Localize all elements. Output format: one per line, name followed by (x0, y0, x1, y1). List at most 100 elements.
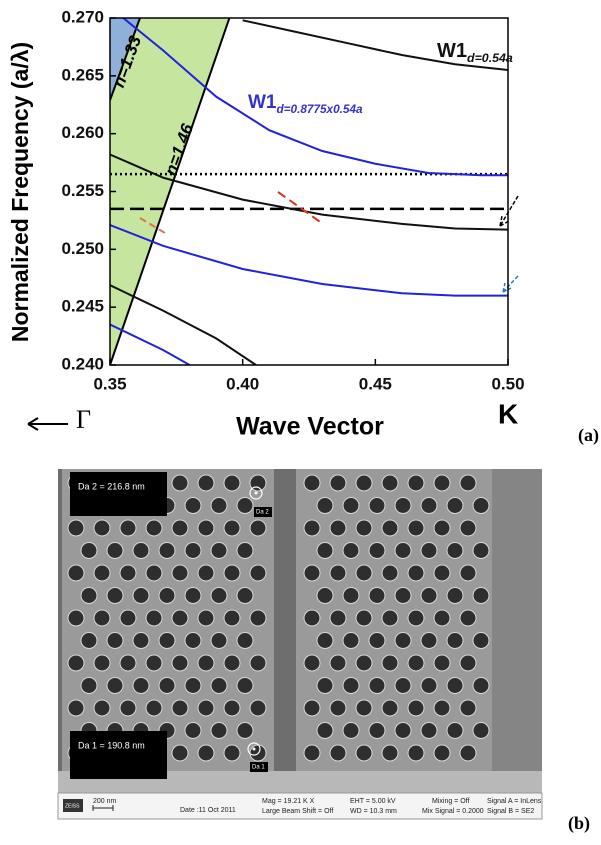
hole (369, 498, 385, 513)
hole (304, 655, 320, 671)
info-text: Mag = 19.21 K X (262, 798, 315, 805)
hole (421, 588, 437, 603)
hole (185, 633, 201, 648)
hole (434, 520, 450, 536)
hole (408, 745, 424, 761)
hole (237, 588, 253, 603)
info-text: WD = 10.3 mm (350, 808, 397, 815)
hole (447, 588, 463, 603)
hole (421, 498, 437, 513)
hole (94, 700, 110, 716)
hole (395, 498, 411, 513)
hole (159, 678, 175, 693)
hole (120, 655, 136, 671)
hole (81, 633, 97, 648)
hole (356, 565, 372, 581)
hole (369, 543, 385, 558)
info-text: Signal A = InLens (487, 798, 542, 805)
substrate (58, 771, 542, 793)
info-text: Large Beam Shift = Off (262, 808, 333, 815)
hole (211, 723, 227, 738)
gamma-arrow (27, 417, 68, 431)
hole (330, 700, 346, 716)
hole (434, 655, 450, 671)
hole (382, 520, 398, 536)
sem-image: Da 2 = 216.8 nm Da 1 = 190.8 nm Da 2 Da 1 ZE… (57, 469, 543, 820)
marker (249, 486, 263, 500)
hole (304, 745, 320, 761)
hole (120, 565, 136, 581)
info-text: Mixing = Off (432, 798, 469, 805)
hole (330, 610, 346, 626)
hole (94, 655, 110, 671)
hole (460, 745, 476, 761)
hole (198, 700, 214, 716)
hole (94, 565, 110, 581)
hole (198, 565, 214, 581)
hole (237, 633, 253, 648)
marker-label: Da 2 (256, 510, 269, 516)
x-end-label: K (498, 398, 518, 429)
hole (408, 520, 424, 536)
hole (421, 543, 437, 558)
hole (185, 678, 201, 693)
hole (172, 475, 188, 491)
hole (382, 565, 398, 581)
y-tick-label: 0.255 (61, 181, 104, 200)
right-region (492, 469, 542, 793)
hole (382, 475, 398, 491)
hole (460, 565, 476, 581)
hole (330, 520, 346, 536)
curve-label-sub: d=0.54a (467, 51, 513, 65)
hole (172, 655, 188, 671)
hole (237, 498, 253, 513)
info-text: Date :11 Oct 2011 (180, 807, 236, 814)
x-end-label: Γ (76, 405, 91, 434)
hole (250, 700, 266, 716)
x-tick-label: 0.40 (226, 374, 259, 393)
hole (421, 633, 437, 648)
measure-text: Da 2 = 216.8 nm (78, 481, 145, 491)
hole (343, 543, 359, 558)
hole (68, 565, 84, 581)
hole (356, 745, 372, 761)
band-curve (110, 323, 191, 365)
hole (185, 723, 201, 738)
hole (146, 610, 162, 626)
hole (146, 520, 162, 536)
hole (304, 565, 320, 581)
x-tick-label: 0.35 (93, 374, 126, 393)
hole (395, 633, 411, 648)
hole (198, 745, 214, 761)
y-axis-title: Normalized Frequency (a/λ) (7, 42, 33, 342)
hole (211, 633, 227, 648)
y-tick-label: 0.260 (61, 123, 104, 142)
y-tick-label: 0.245 (61, 297, 104, 316)
marker-dot (252, 747, 256, 751)
hole (120, 610, 136, 626)
hole (408, 565, 424, 581)
hole (224, 520, 240, 536)
hole (343, 678, 359, 693)
hole (460, 655, 476, 671)
hole (107, 543, 123, 558)
hole (198, 475, 214, 491)
marker (247, 742, 261, 756)
arrow (502, 275, 519, 293)
hole (172, 610, 188, 626)
hole (107, 588, 123, 603)
hole (304, 610, 320, 626)
plot-area (110, 18, 508, 365)
x-tick-label: 0.45 (359, 374, 392, 393)
hole (421, 678, 437, 693)
hole (304, 520, 320, 536)
hole (408, 655, 424, 671)
hole (172, 565, 188, 581)
hole (473, 678, 489, 693)
hole (382, 655, 398, 671)
hole (343, 723, 359, 738)
hole (211, 498, 227, 513)
hole (172, 520, 188, 536)
band-curve (122, 18, 508, 177)
hole (356, 655, 372, 671)
